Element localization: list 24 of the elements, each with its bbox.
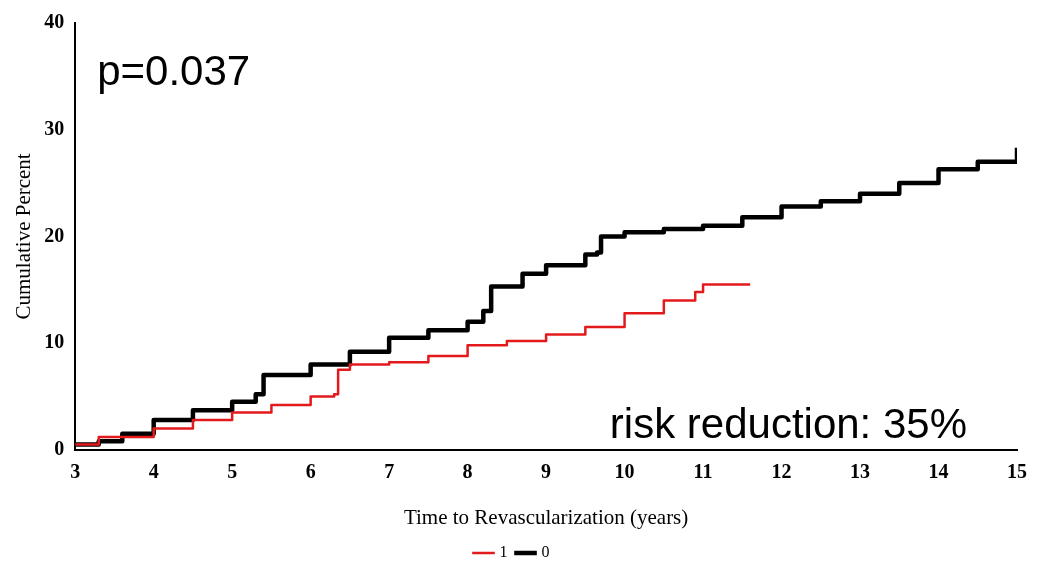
y-tick-label: 10 xyxy=(44,330,65,353)
x-tick-label: 8 xyxy=(462,459,473,482)
x-tick-label: 7 xyxy=(384,459,395,482)
x-tick-label: 5 xyxy=(227,459,238,482)
annotation: p=0.037 xyxy=(97,47,251,94)
legend-label: 1 xyxy=(499,543,508,561)
y-axis-title: Cumulative Percent xyxy=(11,153,36,320)
y-tick-label: 0 xyxy=(54,436,65,459)
annotation: risk reduction: 35% xyxy=(609,399,967,447)
x-tick-label: 11 xyxy=(693,459,713,482)
x-tick-label: 6 xyxy=(305,459,316,482)
y-tick-label: 30 xyxy=(44,116,65,139)
legend-label: 0 xyxy=(541,543,550,561)
x-axis-title: Time to Revascularization (years) xyxy=(403,504,689,529)
y-tick-label: 20 xyxy=(44,223,65,246)
x-tick-label: 12 xyxy=(771,459,792,482)
x-tick-label: 9 xyxy=(541,459,552,482)
x-tick-label: 14 xyxy=(928,459,949,482)
x-tick-label: 3 xyxy=(70,459,81,482)
y-tick-label: 40 xyxy=(44,10,65,33)
x-tick-label: 15 xyxy=(1007,459,1027,482)
x-tick-label: 10 xyxy=(614,459,635,482)
x-tick-label: 13 xyxy=(850,459,871,482)
x-tick-label: 4 xyxy=(148,459,159,482)
